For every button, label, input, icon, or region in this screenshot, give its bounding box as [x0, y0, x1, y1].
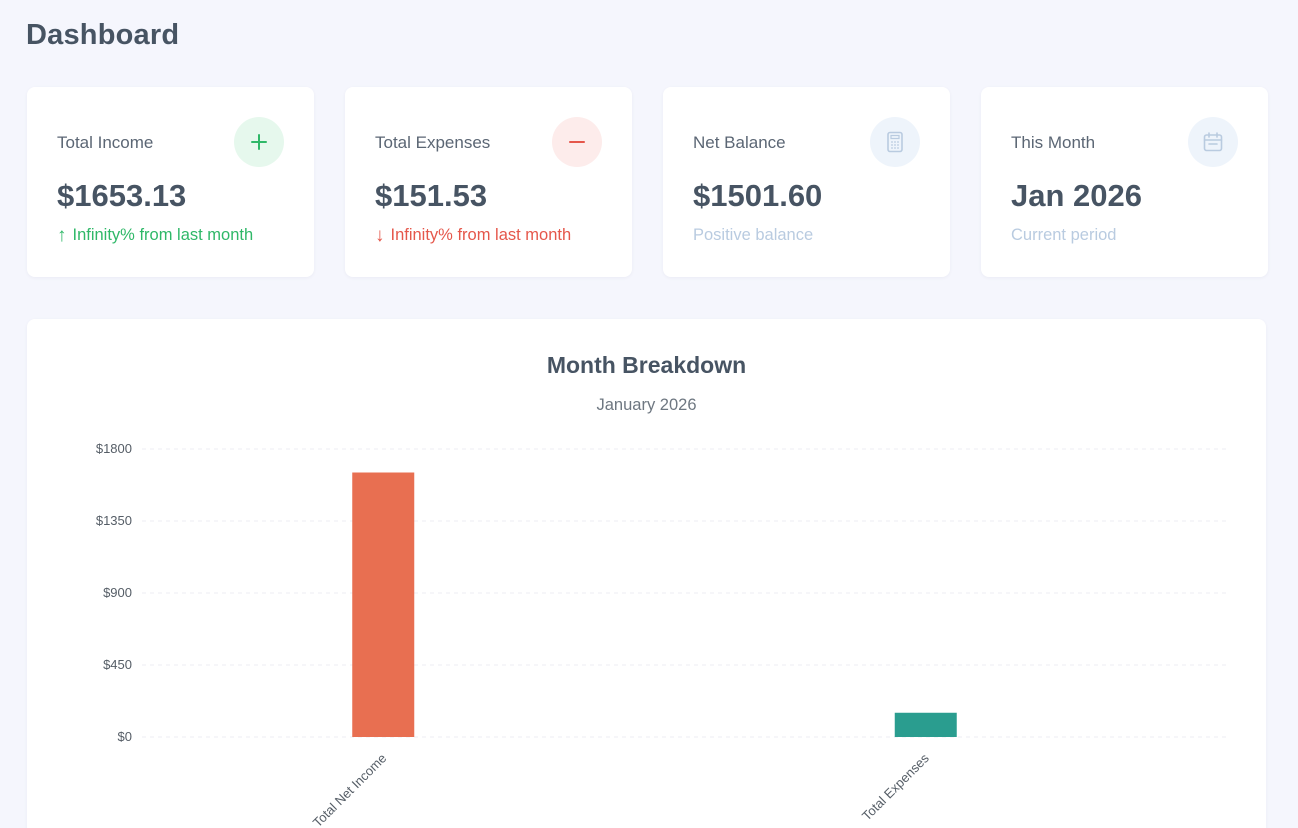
y-tick-label: $0	[118, 729, 132, 744]
this-month-label: This Month	[1011, 133, 1096, 152]
net-balance-status: Positive balance	[693, 226, 813, 245]
bar-chart: $0 $450 $900 $1350 $1800 Total Net Income Tota…	[96, 441, 1227, 828]
calendar-icon	[1188, 117, 1238, 167]
total-expenses-card: Total Expenses $151.53 ↓ Infinity% from …	[345, 87, 632, 277]
bar	[894, 712, 957, 737]
net-balance-card: Net Balance $1501.60 Positive balance	[663, 87, 950, 277]
chart-title: Month Breakdown	[546, 352, 747, 378]
total-income-value: $1653.13	[57, 178, 187, 213]
x-category-label: Total Net Income	[310, 751, 390, 828]
total-expenses-value: $151.53	[375, 178, 488, 213]
arrow-up-icon: ↑	[57, 225, 67, 246]
this-month-card: This Month Jan 2026 Current period	[981, 87, 1268, 277]
total-income-change-text: Infinity% from last month	[72, 226, 254, 244]
net-balance-status-text: Positive balance	[693, 226, 814, 244]
this-month-period-text: Current period	[1011, 226, 1117, 244]
month-breakdown-chart: Month Breakdown January 2026 $0 $450 $900 $…	[27, 319, 1266, 828]
y-tick-label: $900	[103, 585, 132, 600]
arrow-down-icon: ↓	[375, 225, 385, 246]
total-income-card: Total Income $1653.13 ↑ Infinity% from l…	[27, 87, 314, 277]
plus-icon	[234, 117, 284, 167]
y-tick-label: $1350	[96, 513, 132, 528]
chart-subtitle: January 2026	[596, 396, 697, 414]
page-title: Dashboard	[26, 19, 180, 51]
total-expenses-change-text: Infinity% from last month	[390, 226, 572, 244]
total-income-change: ↑ Infinity% from last month	[57, 226, 253, 245]
total-income-label: Total Income	[57, 133, 154, 152]
y-tick-label: $450	[103, 657, 132, 672]
minus-icon	[552, 117, 602, 167]
bar	[352, 472, 415, 737]
total-expenses-label: Total Expenses	[375, 133, 491, 152]
net-balance-label: Net Balance	[693, 133, 786, 152]
net-balance-value: $1501.60	[693, 178, 823, 213]
this-month-value: Jan 2026	[1011, 178, 1142, 213]
x-category-label: Total Expenses	[859, 750, 932, 823]
summary-cards: Total Income $1653.13 ↑ Infinity% from l…	[27, 87, 1268, 277]
calculator-icon	[870, 117, 920, 167]
total-expenses-change: ↓ Infinity% from last month	[375, 226, 571, 245]
this-month-period: Current period	[1011, 226, 1116, 245]
y-tick-label: $1800	[96, 441, 132, 456]
